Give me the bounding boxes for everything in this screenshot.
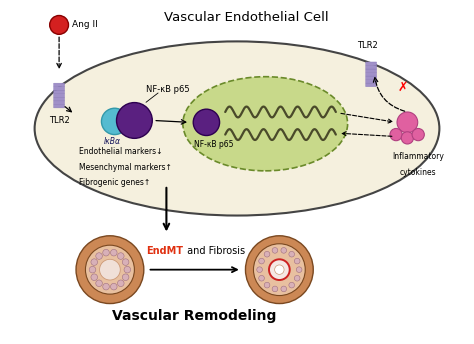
Ellipse shape bbox=[183, 77, 347, 171]
Circle shape bbox=[50, 15, 69, 34]
Circle shape bbox=[281, 248, 287, 253]
Text: IκBα: IκBα bbox=[104, 137, 121, 147]
Circle shape bbox=[259, 258, 264, 264]
FancyBboxPatch shape bbox=[54, 94, 64, 97]
Circle shape bbox=[193, 109, 219, 136]
Circle shape bbox=[96, 253, 102, 259]
Circle shape bbox=[269, 259, 290, 280]
Text: and Fibrosis: and Fibrosis bbox=[184, 246, 246, 256]
Circle shape bbox=[100, 259, 120, 280]
Circle shape bbox=[118, 280, 124, 287]
Text: TLR2: TLR2 bbox=[357, 41, 378, 50]
Circle shape bbox=[289, 251, 294, 257]
FancyBboxPatch shape bbox=[54, 97, 64, 101]
Circle shape bbox=[412, 128, 424, 141]
FancyBboxPatch shape bbox=[366, 69, 376, 73]
Circle shape bbox=[89, 266, 96, 273]
Text: ✗: ✗ bbox=[397, 81, 408, 94]
Circle shape bbox=[122, 274, 129, 280]
FancyBboxPatch shape bbox=[366, 76, 376, 79]
Circle shape bbox=[264, 251, 270, 257]
Text: cytokines: cytokines bbox=[400, 168, 437, 176]
Circle shape bbox=[103, 283, 109, 290]
Circle shape bbox=[91, 274, 98, 280]
FancyBboxPatch shape bbox=[54, 104, 64, 108]
FancyBboxPatch shape bbox=[54, 87, 64, 90]
FancyBboxPatch shape bbox=[54, 83, 64, 87]
Text: Fibrogenic genes↑: Fibrogenic genes↑ bbox=[79, 178, 151, 187]
FancyBboxPatch shape bbox=[366, 65, 376, 69]
Text: Inflammatory: Inflammatory bbox=[392, 152, 444, 161]
FancyBboxPatch shape bbox=[366, 79, 376, 83]
Circle shape bbox=[124, 266, 131, 273]
FancyBboxPatch shape bbox=[54, 101, 64, 104]
Circle shape bbox=[122, 259, 129, 266]
Circle shape bbox=[272, 248, 278, 253]
Text: NF-κB p65: NF-κB p65 bbox=[146, 85, 189, 94]
FancyBboxPatch shape bbox=[366, 73, 376, 76]
Circle shape bbox=[85, 245, 135, 294]
Text: Mesenchymal markers↑: Mesenchymal markers↑ bbox=[79, 163, 172, 172]
Circle shape bbox=[274, 265, 284, 275]
Ellipse shape bbox=[35, 41, 439, 216]
FancyBboxPatch shape bbox=[54, 90, 64, 94]
Circle shape bbox=[390, 128, 402, 141]
Circle shape bbox=[296, 267, 302, 272]
Text: NF-κB p65: NF-κB p65 bbox=[194, 140, 233, 149]
Circle shape bbox=[289, 282, 294, 288]
Text: Vascular Endothelial Cell: Vascular Endothelial Cell bbox=[164, 11, 329, 24]
Circle shape bbox=[397, 112, 418, 133]
Circle shape bbox=[257, 267, 263, 272]
Circle shape bbox=[103, 249, 109, 256]
Circle shape bbox=[254, 244, 305, 295]
Text: Endothelial markers↓: Endothelial markers↓ bbox=[79, 147, 163, 156]
Text: TLR2: TLR2 bbox=[49, 116, 70, 125]
Circle shape bbox=[401, 132, 413, 144]
Circle shape bbox=[91, 259, 98, 266]
Circle shape bbox=[110, 249, 117, 256]
Circle shape bbox=[118, 253, 124, 259]
FancyBboxPatch shape bbox=[366, 83, 376, 87]
Circle shape bbox=[246, 236, 313, 303]
Circle shape bbox=[110, 283, 117, 290]
Circle shape bbox=[264, 282, 270, 288]
FancyBboxPatch shape bbox=[366, 62, 376, 65]
Circle shape bbox=[281, 286, 287, 292]
Circle shape bbox=[259, 276, 264, 281]
Circle shape bbox=[96, 280, 102, 287]
Text: Ang II: Ang II bbox=[72, 20, 98, 30]
Circle shape bbox=[272, 286, 278, 292]
Circle shape bbox=[76, 236, 144, 303]
Circle shape bbox=[294, 276, 300, 281]
Text: EndMT: EndMT bbox=[146, 246, 183, 256]
Circle shape bbox=[294, 258, 300, 264]
Text: Vascular Remodeling: Vascular Remodeling bbox=[112, 309, 277, 323]
Circle shape bbox=[101, 108, 128, 135]
Circle shape bbox=[117, 103, 152, 138]
